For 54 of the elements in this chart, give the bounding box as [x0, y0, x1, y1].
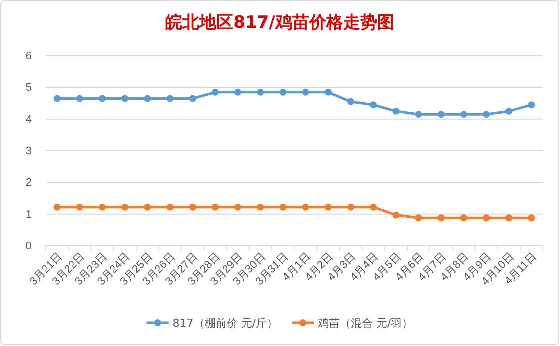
point [483, 214, 490, 222]
y-tick-label: 6 [26, 50, 32, 63]
point [415, 214, 422, 222]
point [212, 88, 219, 96]
point [257, 204, 264, 211]
point [528, 214, 536, 222]
point [370, 102, 378, 109]
point [76, 95, 84, 102]
point [212, 204, 219, 211]
point [347, 98, 354, 106]
point [280, 88, 287, 96]
point [438, 214, 445, 222]
point [166, 204, 174, 211]
point [54, 204, 61, 211]
point [483, 111, 490, 118]
point [506, 108, 513, 115]
point [166, 95, 174, 102]
point [370, 204, 378, 211]
point [302, 204, 310, 211]
point [122, 204, 129, 211]
y-tick-label: 3 [26, 146, 32, 158]
point [144, 204, 152, 211]
point [280, 204, 287, 211]
point [438, 111, 445, 118]
y-tick-label: 2 [26, 177, 32, 190]
point [234, 88, 242, 96]
point [76, 204, 84, 211]
point [324, 88, 332, 96]
point [189, 204, 196, 211]
point [392, 108, 400, 115]
y-tick-label: 1 [26, 208, 32, 221]
legend-label: 鸡苗（混合 元/羽） [317, 316, 414, 330]
point [257, 88, 264, 96]
legend-label: 817（棚前价 元/斤） [172, 316, 278, 330]
point [347, 204, 354, 211]
point [392, 212, 400, 219]
y-tick-label: 4 [26, 114, 32, 126]
y-tick-label: 0 [26, 240, 32, 253]
point [98, 204, 106, 211]
y-tick-label: 5 [26, 82, 32, 94]
point [460, 214, 468, 222]
point [234, 204, 242, 211]
point [528, 102, 536, 109]
point [54, 95, 61, 102]
point [144, 95, 152, 102]
point [324, 204, 332, 211]
point [189, 95, 196, 102]
point [506, 214, 513, 222]
point [98, 95, 106, 102]
point [122, 95, 129, 102]
point [415, 111, 422, 118]
point [460, 111, 468, 118]
point [302, 88, 310, 96]
chart-title: 皖北地区817/鸡苗价格走势图 [166, 13, 394, 33]
